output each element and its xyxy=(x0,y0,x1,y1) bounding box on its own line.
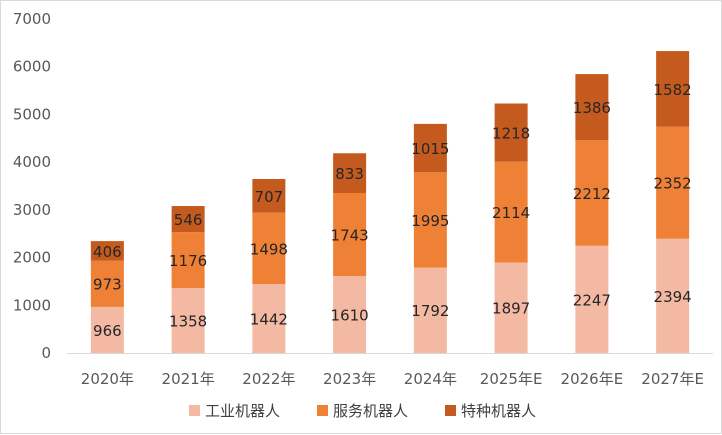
data-label: 1995 xyxy=(411,212,449,230)
data-label: 1218 xyxy=(492,125,530,143)
data-label: 707 xyxy=(255,188,284,206)
bar-segment xyxy=(171,288,205,353)
bar-segment xyxy=(90,241,124,261)
bar-segment xyxy=(90,306,124,353)
data-label: 1743 xyxy=(331,227,369,245)
bar-segment xyxy=(252,178,286,213)
y-tick-label: 6000 xyxy=(13,58,51,76)
data-label: 1442 xyxy=(250,311,288,329)
bar-segment xyxy=(90,260,124,307)
x-tick-label: 2025年E xyxy=(480,370,543,388)
data-label: 966 xyxy=(93,322,122,340)
bar-segment xyxy=(333,153,367,194)
bar-segment xyxy=(413,267,447,353)
y-tick-label: 3000 xyxy=(13,201,51,219)
data-label: 1176 xyxy=(169,252,207,270)
x-tick-label: 2024年 xyxy=(404,370,457,388)
y-tick-label: 5000 xyxy=(13,105,51,123)
data-label: 2114 xyxy=(492,204,530,222)
data-label: 973 xyxy=(93,276,122,294)
bar-segment xyxy=(656,126,690,239)
bar-segment xyxy=(413,172,447,268)
data-label: 1792 xyxy=(411,302,449,320)
y-tick-label: 4000 xyxy=(13,153,51,171)
data-label: 1897 xyxy=(492,300,530,318)
data-label: 2352 xyxy=(654,175,692,193)
bar-segment xyxy=(171,206,205,233)
bar-segment xyxy=(656,238,690,353)
legend-swatch xyxy=(445,405,456,416)
x-tick-label: 2021年 xyxy=(162,370,215,388)
bar-segment xyxy=(575,74,609,141)
x-tick-label: 2027年E xyxy=(641,370,704,388)
y-tick-label: 0 xyxy=(41,344,51,362)
bar-segment xyxy=(333,276,367,353)
x-tick-label: 2023年 xyxy=(323,370,376,388)
bar-segment xyxy=(252,284,286,353)
data-label: 1386 xyxy=(573,99,611,117)
data-label: 1498 xyxy=(250,240,288,258)
bar-segment xyxy=(575,140,609,246)
bar-segment xyxy=(252,212,286,285)
bar-segment xyxy=(494,161,528,263)
data-label: 2247 xyxy=(573,291,611,309)
data-labels: 966 973 406 1358 1176 546 1442 1498 707 1610 1743 8… xyxy=(93,81,692,340)
data-label: 833 xyxy=(335,165,364,183)
bars xyxy=(90,51,690,353)
x-axis: 2020年 2021年 2022年 2023年 2024年 2025年E 2026年E 202… xyxy=(67,353,713,388)
y-axis: 0 1000 2000 3000 4000 5000 6000 7000 xyxy=(13,10,51,362)
legend-label: 工业机器人 xyxy=(205,402,280,420)
bar-segment xyxy=(494,262,528,353)
legend-swatch xyxy=(317,405,328,416)
data-label: 1015 xyxy=(411,140,449,158)
x-tick-label: 2020年 xyxy=(81,370,134,388)
bar-segment xyxy=(494,103,528,162)
bar-segment xyxy=(333,193,367,277)
data-label: 2394 xyxy=(654,288,692,306)
data-label: 1358 xyxy=(169,313,207,331)
y-tick-label: 1000 xyxy=(13,296,51,314)
bar-segment xyxy=(575,245,609,353)
data-label: 1582 xyxy=(654,81,692,99)
legend-swatch xyxy=(189,405,200,416)
y-tick-label: 2000 xyxy=(13,249,51,267)
bar-segment xyxy=(171,232,205,289)
y-tick-label: 7000 xyxy=(13,10,51,28)
legend: 工业机器人 服务机器人 特种机器人 xyxy=(189,402,536,420)
bar-segment xyxy=(413,123,447,173)
x-tick-label: 2026年E xyxy=(561,370,624,388)
data-label: 546 xyxy=(174,211,203,229)
bar-segment xyxy=(656,51,690,127)
legend-label: 服务机器人 xyxy=(333,402,408,420)
data-label: 406 xyxy=(93,243,122,261)
data-label: 2212 xyxy=(573,185,611,203)
x-tick-label: 2022年 xyxy=(242,370,295,388)
legend-label: 特种机器人 xyxy=(461,402,536,420)
data-label: 1610 xyxy=(331,307,369,325)
